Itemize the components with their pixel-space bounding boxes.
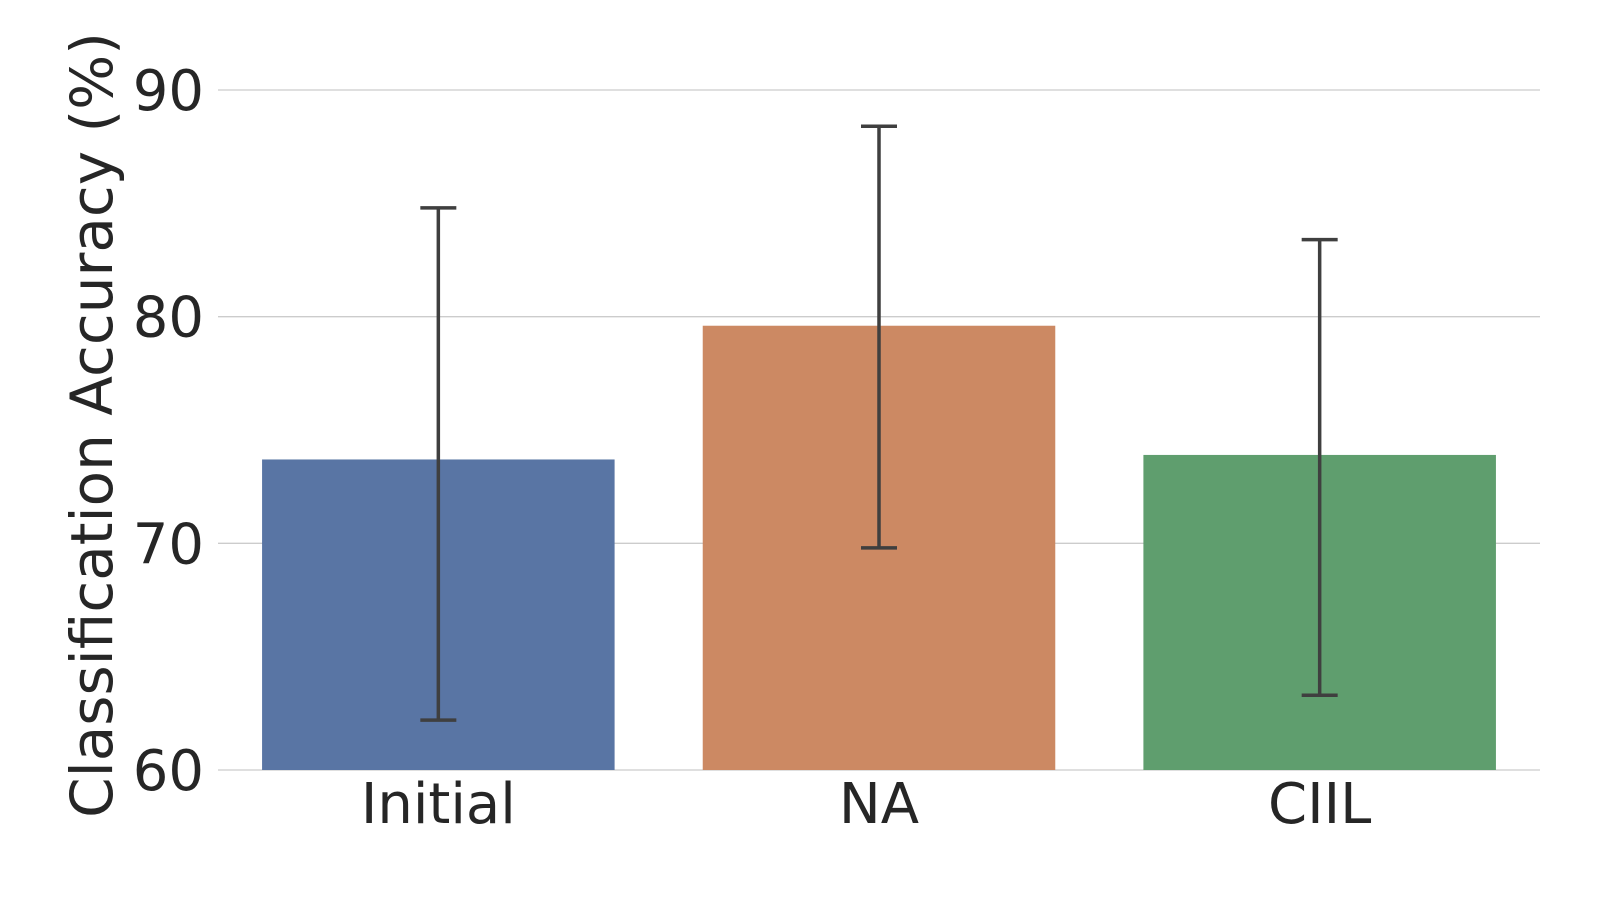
x-tick-label: NA <box>839 772 919 837</box>
y-tick-label: 90 <box>133 59 204 124</box>
y-tick-label: 60 <box>133 739 204 804</box>
y-tick-labels: 60 70 80 90 <box>133 59 204 804</box>
x-tick-labels: Initial NA CIIL <box>361 772 1371 837</box>
error-bars <box>420 124 1338 722</box>
y-axis-label: Classification Accuracy (%) <box>58 32 126 818</box>
x-tick-label: CIIL <box>1268 772 1371 837</box>
y-tick-label: 70 <box>133 512 204 577</box>
y-tick-label: 80 <box>133 286 204 351</box>
x-tick-label: Initial <box>361 772 516 837</box>
